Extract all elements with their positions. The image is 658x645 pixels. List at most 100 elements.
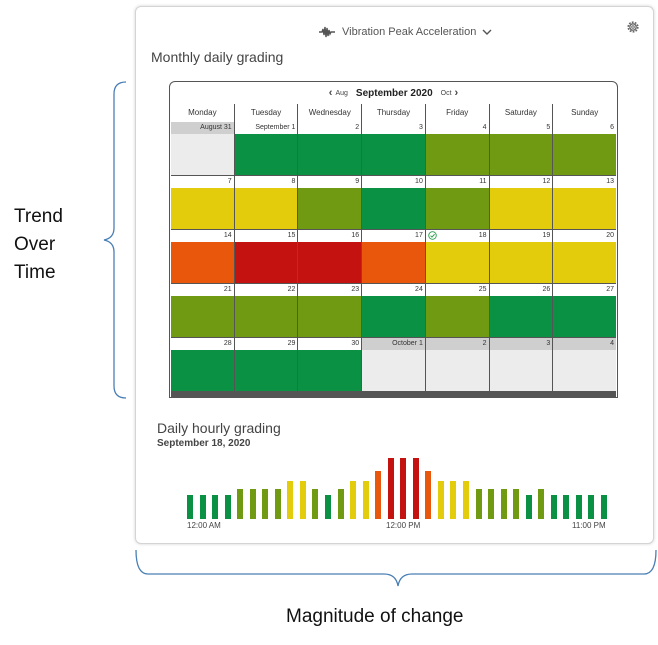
- hour-bar[interactable]: [538, 489, 544, 519]
- day-number: 24: [362, 284, 425, 296]
- day-grade-cell[interactable]: [553, 188, 616, 230]
- day-grade-cell[interactable]: [298, 242, 362, 284]
- hour-bar[interactable]: [287, 481, 293, 519]
- hour-bar[interactable]: [212, 495, 218, 519]
- prev-month-button[interactable]: ‹ Aug: [326, 87, 348, 99]
- hour-bar[interactable]: [262, 489, 268, 519]
- day-number: 27: [553, 284, 616, 296]
- weekday-header: Sunday: [553, 104, 616, 122]
- day-label: 15: [287, 232, 296, 239]
- hour-bar[interactable]: [488, 489, 494, 519]
- day-label: 27: [606, 286, 614, 293]
- day-grade-cell[interactable]: [553, 134, 616, 176]
- day-number: 11: [425, 176, 489, 188]
- hour-bar[interactable]: [375, 471, 381, 519]
- hour-bar[interactable]: [400, 458, 406, 519]
- hour-bar[interactable]: [463, 481, 469, 519]
- hour-bar[interactable]: [513, 489, 519, 519]
- hour-bar[interactable]: [563, 495, 569, 519]
- hour-bar[interactable]: [450, 481, 456, 519]
- day-grade-cell[interactable]: [553, 242, 616, 284]
- hour-bar[interactable]: [300, 481, 306, 519]
- hour-bar[interactable]: [601, 495, 607, 519]
- day-number: October 1: [362, 338, 425, 350]
- hour-bar[interactable]: [413, 458, 419, 519]
- day-grade-cell[interactable]: [362, 296, 425, 338]
- day-number: 3: [362, 122, 425, 134]
- day-label: 4: [482, 124, 487, 131]
- day-grade-cell[interactable]: [171, 134, 234, 176]
- chevron-down-icon[interactable]: [482, 28, 492, 36]
- hour-bar[interactable]: [325, 495, 331, 519]
- day-grade-cell[interactable]: [171, 242, 234, 284]
- hourly-bar-chart: [187, 455, 607, 519]
- day-label: 18: [478, 232, 487, 239]
- hour-bar[interactable]: [187, 495, 193, 519]
- day-label: 17: [415, 232, 423, 239]
- hour-bar[interactable]: [438, 481, 444, 519]
- hour-bar[interactable]: [425, 471, 431, 519]
- hour-bar[interactable]: [200, 495, 206, 519]
- day-grade-cell[interactable]: [489, 242, 553, 284]
- day-grade-cell[interactable]: [489, 188, 553, 230]
- day-grade-cell[interactable]: [234, 350, 298, 392]
- hour-bar[interactable]: [338, 489, 344, 519]
- hour-bar[interactable]: [237, 489, 243, 519]
- day-grade-cell[interactable]: [425, 296, 489, 338]
- day-grade-cell[interactable]: [362, 134, 425, 176]
- day-grade-cell[interactable]: [425, 242, 489, 284]
- metric-label: Vibration Peak Acceleration: [342, 26, 477, 38]
- day-grade-cell[interactable]: [171, 188, 234, 230]
- hour-bar[interactable]: [388, 458, 394, 519]
- day-grade-cell[interactable]: [298, 350, 362, 392]
- current-month-label: September 2020: [355, 87, 433, 99]
- day-grade-cell[interactable]: [425, 350, 489, 392]
- hour-bar[interactable]: [350, 481, 356, 519]
- day-grade-cell[interactable]: [234, 134, 298, 176]
- gear-icon[interactable]: [625, 19, 641, 35]
- day-grade-cell[interactable]: [298, 188, 362, 230]
- hour-bar[interactable]: [588, 495, 594, 519]
- day-number: 17: [362, 230, 425, 242]
- day-number: 2: [425, 338, 489, 350]
- day-number: 28: [171, 338, 234, 350]
- hour-bar[interactable]: [576, 495, 582, 519]
- day-grade-cell[interactable]: [425, 188, 489, 230]
- day-grade-cell[interactable]: [171, 296, 234, 338]
- day-grade-cell[interactable]: [489, 350, 553, 392]
- day-grade-cell[interactable]: [298, 296, 362, 338]
- day-label: October 1: [392, 340, 423, 347]
- chevron-left-icon: ‹: [328, 87, 333, 99]
- hour-bar[interactable]: [501, 489, 507, 519]
- next-month-button[interactable]: Oct ›: [441, 87, 462, 99]
- hour-bar[interactable]: [275, 489, 281, 519]
- hour-bar[interactable]: [225, 495, 231, 519]
- metric-selector[interactable]: Vibration Peak Acceleration: [318, 23, 492, 41]
- hour-bar[interactable]: [363, 481, 369, 519]
- day-grade-cell[interactable]: [234, 296, 298, 338]
- day-label: 29: [287, 340, 296, 347]
- day-grade-cell[interactable]: [298, 134, 362, 176]
- day-number: 22: [234, 284, 298, 296]
- day-grade-cell[interactable]: [234, 188, 298, 230]
- hour-bar[interactable]: [551, 495, 557, 519]
- day-label: 4: [610, 340, 614, 347]
- hour-bar[interactable]: [526, 495, 532, 519]
- hour-bar[interactable]: [250, 489, 256, 519]
- day-grade-cell[interactable]: [362, 242, 425, 284]
- day-grade-cell[interactable]: [489, 134, 553, 176]
- day-grade-cell[interactable]: [234, 242, 298, 284]
- day-label: 22: [287, 286, 296, 293]
- hour-bar[interactable]: [312, 489, 318, 519]
- day-grade-cell[interactable]: [362, 188, 425, 230]
- day-label: 14: [223, 232, 232, 239]
- day-grade-cell[interactable]: [553, 296, 616, 338]
- day-grade-cell[interactable]: [362, 350, 425, 392]
- hour-bar[interactable]: [476, 489, 482, 519]
- day-label: 23: [351, 286, 360, 293]
- day-grade-cell[interactable]: [489, 296, 553, 338]
- day-label: 5: [546, 124, 551, 131]
- day-grade-cell[interactable]: [425, 134, 489, 176]
- day-grade-cell[interactable]: [171, 350, 234, 392]
- day-grade-cell[interactable]: [553, 350, 616, 392]
